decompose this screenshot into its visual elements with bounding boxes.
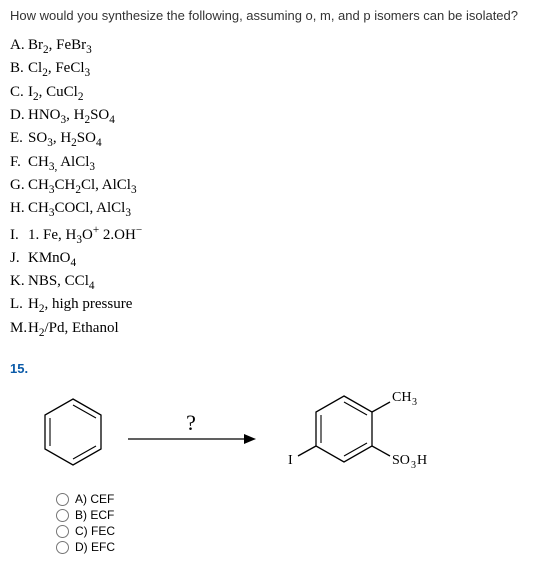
svg-text:CH: CH bbox=[392, 390, 411, 405]
reagent-K: K.NBS, CCl4 bbox=[10, 271, 542, 294]
reagent-A: A.Br2, FeBr3 bbox=[10, 35, 542, 58]
radio-A[interactable] bbox=[56, 493, 69, 506]
reagent-D: D.HNO3, H2SO4 bbox=[10, 105, 542, 128]
svg-text:H: H bbox=[417, 453, 427, 468]
product-structure: CH 3 SO 3 H I bbox=[274, 382, 434, 482]
option-C-label: C) FEC bbox=[75, 524, 115, 538]
svg-text:I: I bbox=[288, 453, 293, 468]
question-prompt: How would you synthesize the following, … bbox=[10, 8, 542, 23]
reagent-F: F.CH3, AlCl3 bbox=[10, 152, 542, 175]
reagent-list: A.Br2, FeBr3 B.Cl2, FeCl3 C.I2, CuCl2 D.… bbox=[10, 35, 542, 341]
reaction-scheme: ? CH 3 SO 3 H I bbox=[38, 382, 542, 482]
answer-options: A) CEF B) ECF C) FEC D) EFC bbox=[56, 492, 542, 554]
svg-text:3: 3 bbox=[411, 460, 416, 471]
reagent-L: L.H2, high pressure bbox=[10, 294, 542, 317]
radio-B[interactable] bbox=[56, 509, 69, 522]
reagent-J: J.KMnO4 bbox=[10, 248, 542, 271]
reagent-C: C.I2, CuCl2 bbox=[10, 82, 542, 105]
reagent-E: E.SO3, H2SO4 bbox=[10, 128, 542, 151]
option-A[interactable]: A) CEF bbox=[56, 492, 542, 506]
option-C[interactable]: C) FEC bbox=[56, 524, 542, 538]
reagent-M: M.H2/Pd, Ethanol bbox=[10, 318, 542, 341]
option-D[interactable]: D) EFC bbox=[56, 540, 542, 554]
option-B[interactable]: B) ECF bbox=[56, 508, 542, 522]
reagent-H: H.CH3COCl, AlCl3 bbox=[10, 198, 542, 221]
reagent-B: B.Cl2, FeCl3 bbox=[10, 58, 542, 81]
option-D-label: D) EFC bbox=[75, 540, 115, 554]
svg-text:SO: SO bbox=[392, 453, 410, 468]
radio-C[interactable] bbox=[56, 525, 69, 538]
question-number: 15. bbox=[10, 361, 542, 376]
benzene-structure bbox=[38, 393, 108, 471]
reaction-arrow: ? bbox=[126, 412, 256, 453]
radio-D[interactable] bbox=[56, 541, 69, 554]
reagent-I: I.1. Fe, H3O+ 2.OH− bbox=[10, 222, 542, 248]
option-A-label: A) CEF bbox=[75, 492, 114, 506]
svg-text:3: 3 bbox=[412, 397, 417, 408]
option-B-label: B) ECF bbox=[75, 508, 114, 522]
reagent-G: G.CH3CH2Cl, AlCl3 bbox=[10, 175, 542, 198]
